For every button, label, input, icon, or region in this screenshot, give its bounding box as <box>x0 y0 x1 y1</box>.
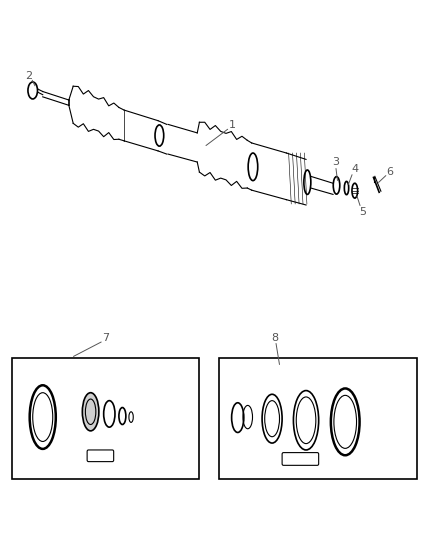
Text: 8: 8 <box>271 333 278 343</box>
Bar <box>12 358 199 479</box>
Text: 7: 7 <box>102 333 110 343</box>
Text: 4: 4 <box>351 164 358 174</box>
FancyBboxPatch shape <box>282 453 319 465</box>
Bar <box>219 358 417 479</box>
Text: 5: 5 <box>359 207 366 217</box>
FancyBboxPatch shape <box>87 450 114 462</box>
Text: 2: 2 <box>25 70 32 80</box>
Text: 1: 1 <box>229 120 236 131</box>
Ellipse shape <box>82 393 99 431</box>
Text: 6: 6 <box>387 167 393 176</box>
Text: 3: 3 <box>332 157 339 167</box>
